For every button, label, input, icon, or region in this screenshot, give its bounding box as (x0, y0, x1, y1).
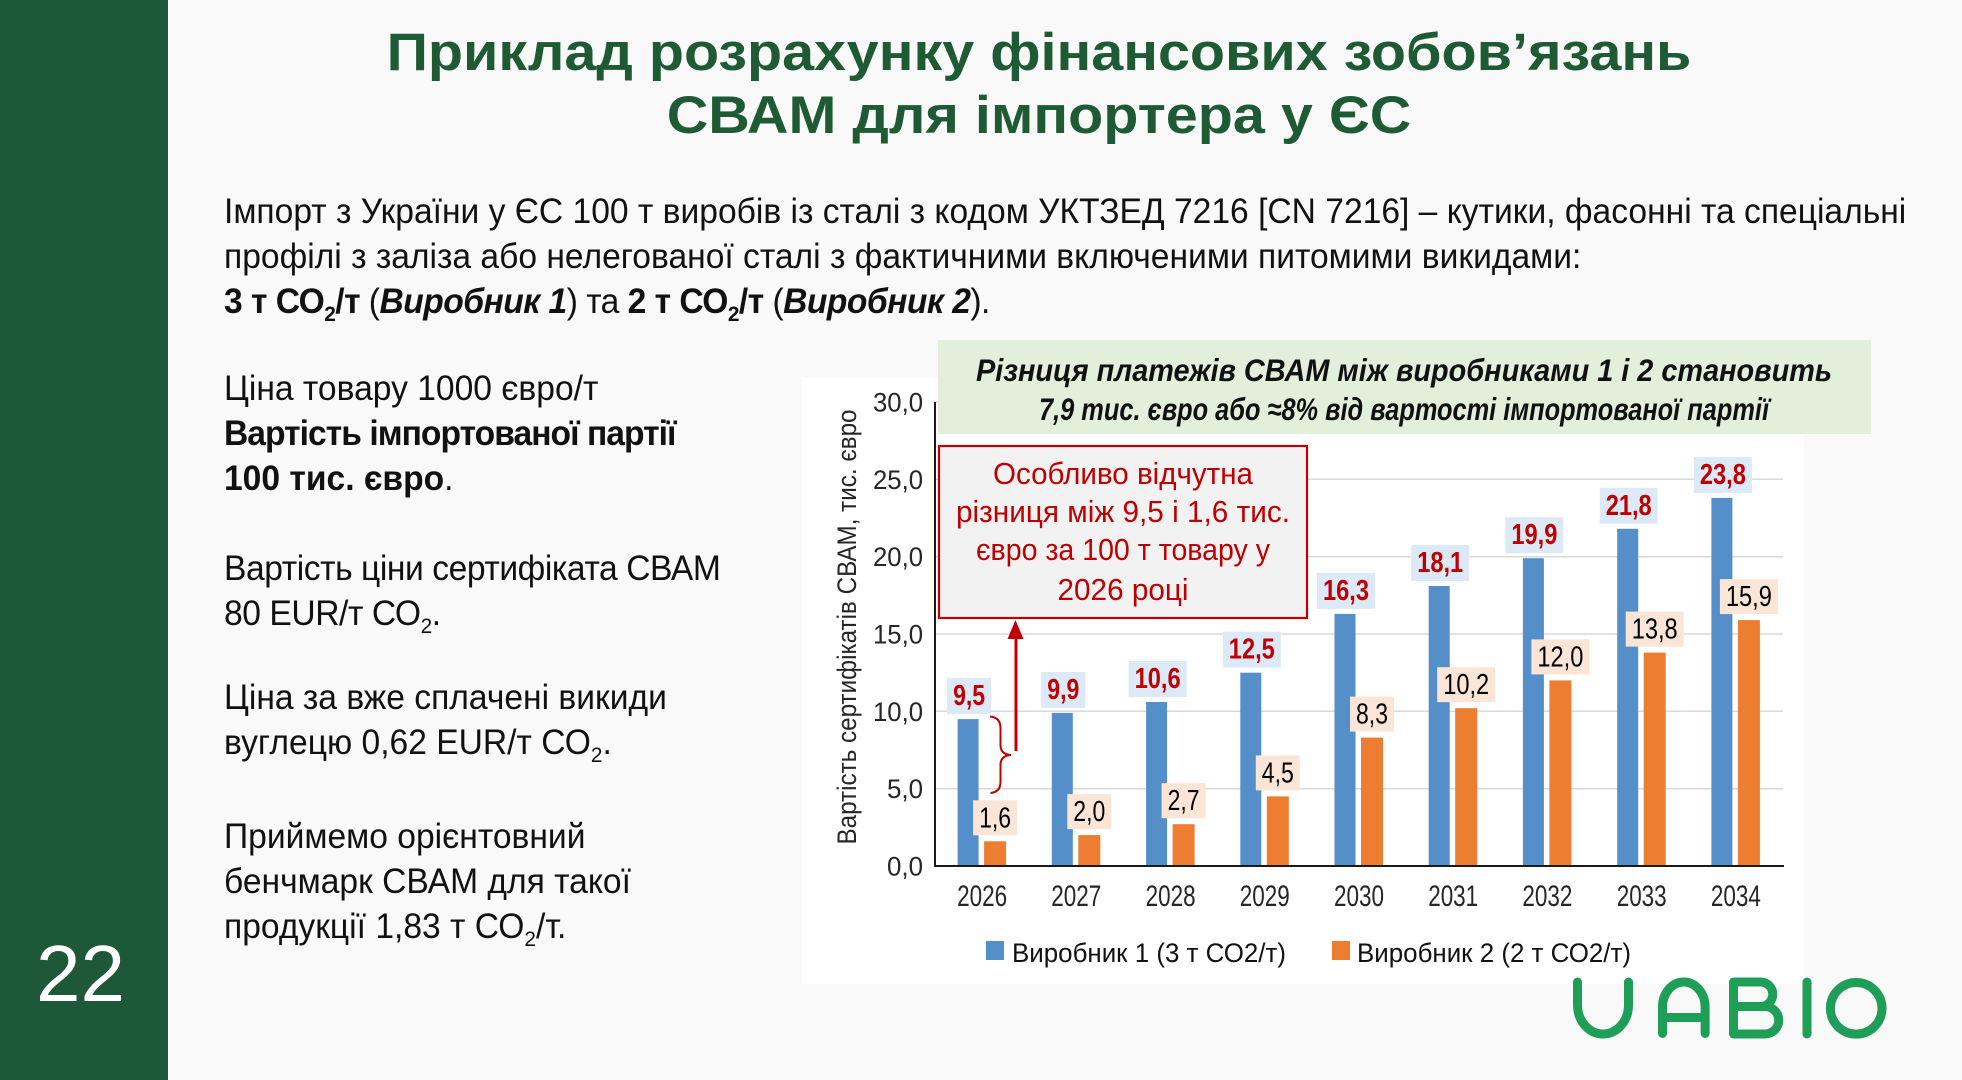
svg-text:Виробник 2 (2 т СО2/т): Виробник 2 (2 т СО2/т) (1357, 938, 1631, 968)
svg-text:9,9: 9,9 (1047, 674, 1079, 706)
svg-text:9,5: 9,5 (953, 680, 985, 712)
svg-text:2029: 2029 (1240, 880, 1290, 913)
svg-text:2027: 2027 (1051, 880, 1101, 913)
svg-text:Виробник 1 (3 т СО2/т): Виробник 1 (3 т СО2/т) (1012, 938, 1286, 968)
svg-text:10,6: 10,6 (1135, 663, 1181, 695)
svg-text:2026: 2026 (957, 880, 1007, 913)
svg-text:12,0: 12,0 (1537, 641, 1583, 673)
svg-text:19,9: 19,9 (1511, 519, 1557, 551)
svg-text:5,0: 5,0 (887, 774, 923, 804)
svg-text:21,8: 21,8 (1606, 490, 1652, 522)
svg-text:13,8: 13,8 (1632, 614, 1678, 646)
svg-text:10,2: 10,2 (1443, 669, 1489, 701)
svg-text:4,5: 4,5 (1262, 757, 1294, 789)
svg-text:2034: 2034 (1711, 880, 1761, 913)
svg-text:12,5: 12,5 (1229, 634, 1275, 666)
svg-text:10,0: 10,0 (873, 697, 923, 727)
svg-text:23,8: 23,8 (1700, 459, 1746, 491)
svg-text:2030: 2030 (1334, 880, 1384, 913)
svg-text:18,1: 18,1 (1417, 547, 1463, 579)
svg-text:2031: 2031 (1428, 880, 1478, 913)
svg-text:2,0: 2,0 (1073, 796, 1105, 828)
svg-text:Різниця платежів СВАМ між виро: Різниця платежів СВАМ між виробниками 1 … (976, 352, 1832, 388)
svg-text:Вартість сертифікатів СВАМ, ти: Вартість сертифікатів СВАМ, тис. євро (832, 410, 862, 845)
svg-text:25,0: 25,0 (873, 465, 923, 495)
svg-text:2032: 2032 (1522, 880, 1572, 913)
svg-text:0,0: 0,0 (887, 852, 923, 882)
svg-text:Особливо відчутна: Особливо відчутна (993, 456, 1254, 491)
svg-text:20,0: 20,0 (873, 542, 923, 572)
svg-text:різниця між 9,5 і 1,6 тис.: різниця між 9,5 і 1,6 тис. (956, 494, 1290, 529)
svg-text:30,0: 30,0 (873, 388, 923, 418)
svg-text:2026 році: 2026 році (1058, 572, 1189, 607)
svg-text:16,3: 16,3 (1323, 575, 1369, 607)
svg-text:15,9: 15,9 (1726, 581, 1772, 613)
svg-text:євро за 100 т товару у: євро за 100 т товару у (976, 532, 1270, 567)
svg-text:7,9 тис. євро або ≈8% від варт: 7,9 тис. євро або ≈8% від вартості імпор… (1039, 391, 1772, 427)
svg-text:2028: 2028 (1146, 880, 1196, 913)
svg-text:8,3: 8,3 (1356, 699, 1388, 731)
svg-text:2,7: 2,7 (1168, 785, 1200, 817)
svg-text:2033: 2033 (1617, 880, 1667, 913)
svg-text:1,6: 1,6 (979, 802, 1011, 834)
svg-text:15,0: 15,0 (873, 620, 923, 650)
